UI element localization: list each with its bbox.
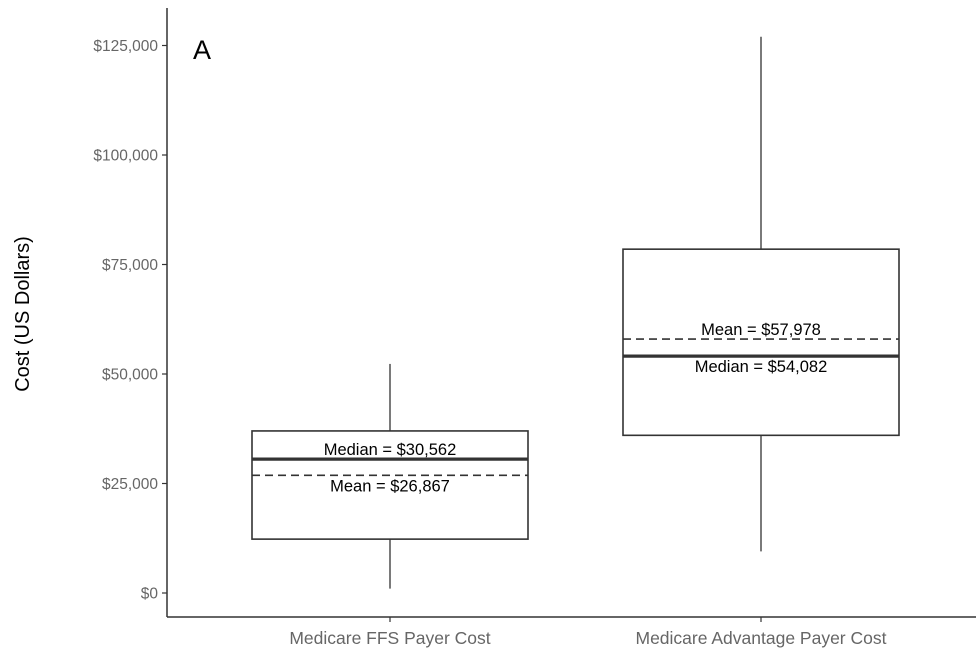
box-rect	[622, 248, 900, 437]
y-tick-label: $125,000	[93, 38, 158, 55]
panel-label: A	[193, 35, 211, 65]
y-tick-label: $75,000	[102, 257, 158, 274]
box-1: Median = $30,562 Mean = $26,867	[251, 363, 529, 589]
y-tick-label: $25,000	[102, 476, 158, 493]
y-tick-label: $50,000	[102, 367, 158, 384]
y-tick-label: $100,000	[93, 148, 158, 165]
box-rect	[251, 430, 529, 540]
mean-label: Mean = $26,867	[330, 477, 450, 495]
median-label: Median = $54,082	[695, 358, 828, 376]
x-tick-label: Medicare Advantage Payer Cost	[636, 628, 887, 648]
box-2: Median = $54,082 Mean = $57,978	[622, 36, 900, 552]
mean-label: Mean = $57,978	[701, 321, 821, 339]
x-tick-label: Medicare FFS Payer Cost	[289, 628, 490, 648]
y-tick-label: $0	[141, 586, 159, 603]
y-axis-title: Cost (US Dollars)	[12, 236, 34, 392]
x-axis: Medicare FFS Payer Cost Medicare Advantag…	[167, 616, 976, 648]
median-label: Median = $30,562	[324, 441, 457, 459]
y-axis: $0 $25,000 $50,000 $75,000 $100,000 $125,000	[93, 8, 168, 617]
